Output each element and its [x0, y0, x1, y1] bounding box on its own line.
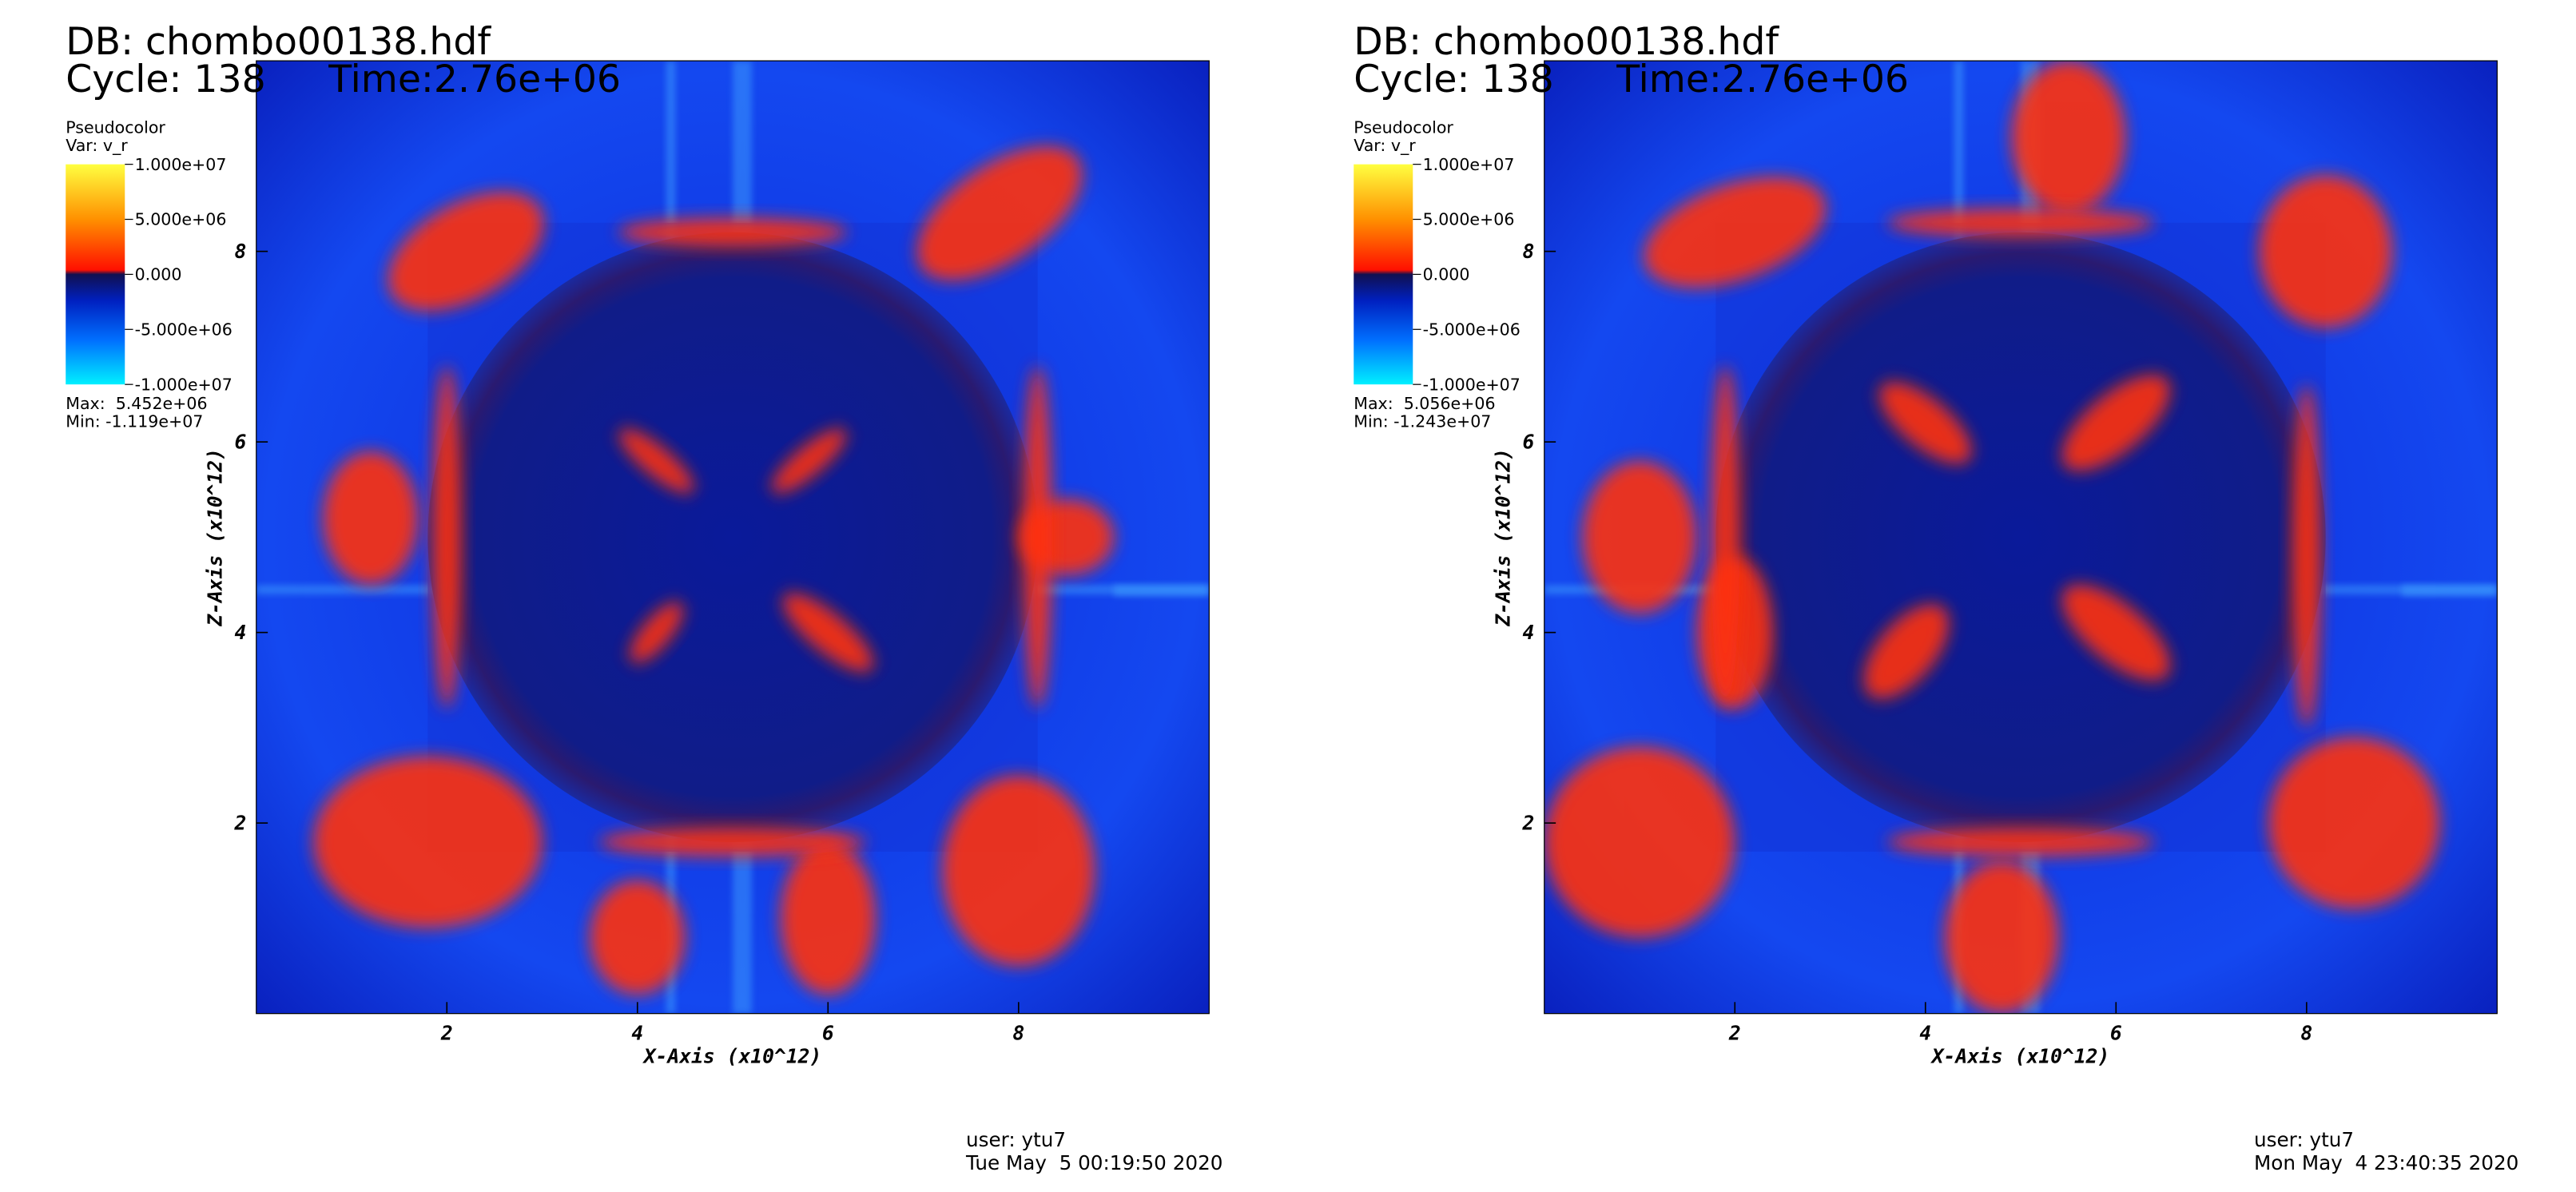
legend-min: Min: -1.119e+07 — [66, 412, 203, 431]
field-blob — [590, 880, 686, 995]
color-bar — [1354, 164, 1413, 385]
y-axis-label: Z-Axis (x10^12) — [204, 448, 227, 627]
field-blob — [1887, 828, 2154, 856]
field-blob — [1544, 746, 1735, 938]
user-label: user: ytu7 — [966, 1128, 1066, 1151]
y-tick-label: 6 — [1523, 430, 1535, 453]
legend-tick-label: 5.000e+06 — [1423, 210, 1515, 229]
legend-tick-label: -1.000e+07 — [1423, 375, 1521, 394]
legend-tick-label: 5.000e+06 — [135, 210, 227, 229]
legend-tick-label: 1.000e+07 — [1423, 155, 1515, 174]
legend-tick-label: 1.000e+07 — [135, 155, 227, 174]
field-blob — [2011, 61, 2126, 213]
legend-tick-label: -5.000e+06 — [135, 320, 233, 339]
field-blob — [2292, 384, 2321, 728]
field-blob — [432, 365, 462, 709]
legend-tick-label: 0.000 — [135, 265, 182, 284]
legend-min: Min: -1.243e+07 — [1354, 412, 1491, 431]
field-blob — [782, 593, 874, 673]
x-tick-label: 4 — [1919, 1022, 1931, 1045]
x-tick-label: 4 — [631, 1022, 643, 1045]
field-blob — [916, 145, 1083, 280]
legend-tick-label: 0.000 — [1423, 265, 1470, 284]
field-blob — [2259, 175, 2393, 328]
field-blob — [1944, 860, 2059, 1014]
field-blob — [2268, 737, 2440, 909]
time-label: Time:2.76e+06 — [1616, 58, 1909, 101]
legend-tick-label: -1.000e+07 — [135, 375, 233, 394]
field-blob — [1023, 365, 1052, 709]
field-blob — [771, 428, 847, 494]
x-tick-label: 6 — [2110, 1022, 2122, 1045]
cycle-label: Cycle: 138 — [66, 58, 265, 101]
field-blob — [323, 451, 419, 586]
x-axis-label: X-Axis (x10^12) — [1930, 1044, 2110, 1067]
field-blob — [2061, 375, 2171, 471]
x-tick-label: 8 — [1012, 1022, 1024, 1045]
plot-frame — [256, 60, 1210, 1015]
legend-max: Max: 5.056e+06 — [1354, 394, 1495, 413]
field-blob — [599, 828, 866, 856]
y-tick-label: 6 — [235, 430, 247, 453]
field-disk — [427, 232, 1038, 843]
field-image — [1544, 61, 2498, 1014]
user-label: user: ytu7 — [2254, 1128, 2354, 1151]
field-blob — [313, 756, 543, 928]
field-blob — [618, 428, 694, 494]
field-blob — [618, 217, 848, 247]
date-label: Mon May 4 23:40:35 2020 — [2254, 1151, 2518, 1174]
legend-plot-type: Pseudocolor — [1354, 118, 1453, 137]
y-tick-label: 8 — [1523, 240, 1535, 263]
date-label: Tue May 5 00:19:50 2020 — [965, 1151, 1222, 1174]
y-tick-label: 4 — [1523, 621, 1535, 644]
y-tick-label: 2 — [234, 811, 247, 834]
legend-max: Max: 5.452e+06 — [66, 394, 207, 413]
x-tick-label: 8 — [2300, 1022, 2312, 1045]
time-label: Time:2.76e+06 — [328, 58, 621, 101]
x-tick-label: 2 — [440, 1022, 453, 1045]
y-tick-label: 8 — [235, 240, 247, 263]
field-blob — [780, 842, 876, 995]
y-tick-label: 4 — [235, 621, 247, 644]
field-image — [256, 61, 1210, 1014]
db-label: DB: chombo00138.hdf — [66, 20, 491, 64]
db-label: DB: chombo00138.hdf — [1354, 20, 1779, 64]
field-blob — [630, 602, 684, 663]
x-tick-label: 6 — [822, 1022, 834, 1045]
field-disk — [1715, 232, 2326, 843]
field-blob — [1711, 365, 1740, 709]
legend-var: Var: v_r — [66, 136, 128, 155]
field-blob — [1887, 208, 2154, 237]
legend-var: Var: v_r — [1354, 136, 1416, 155]
field-streak — [2402, 585, 2498, 597]
plot-frame — [1544, 60, 2498, 1015]
legend-tick-label: -5.000e+06 — [1423, 320, 1521, 339]
y-tick-label: 2 — [1522, 811, 1535, 834]
field-blob — [1863, 604, 1950, 699]
field-blob — [1582, 460, 1697, 614]
field-blob — [2061, 584, 2171, 681]
y-axis-label: Z-Axis (x10^12) — [1492, 448, 1515, 627]
field-blob — [388, 192, 544, 312]
field-blob — [1878, 381, 1972, 464]
x-axis-label: X-Axis (x10^12) — [642, 1044, 822, 1067]
field-streak — [1114, 585, 1210, 597]
legend-plot-type: Pseudocolor — [66, 118, 165, 137]
x-tick-label: 2 — [1728, 1022, 1741, 1045]
color-bar — [66, 164, 125, 385]
field-blob — [942, 775, 1095, 967]
field-blob — [1644, 177, 1827, 288]
cycle-label: Cycle: 138 — [1354, 58, 1553, 101]
